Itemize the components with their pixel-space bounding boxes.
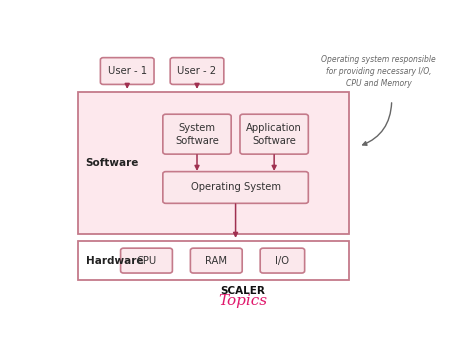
Text: Software: Software xyxy=(86,158,139,168)
Text: SCALER: SCALER xyxy=(220,285,265,295)
Bar xyxy=(78,92,349,234)
Text: CPU: CPU xyxy=(137,256,156,266)
FancyBboxPatch shape xyxy=(120,248,173,273)
Text: RAM: RAM xyxy=(205,256,228,266)
FancyBboxPatch shape xyxy=(240,114,308,154)
FancyBboxPatch shape xyxy=(260,248,305,273)
FancyBboxPatch shape xyxy=(100,58,154,84)
Text: Hardware: Hardware xyxy=(86,256,143,266)
Text: System
Software: System Software xyxy=(175,122,219,146)
Text: User - 2: User - 2 xyxy=(177,66,217,76)
Text: Operating system responsible
for providing necessary I/O,
CPU and Memory: Operating system responsible for providi… xyxy=(321,55,436,87)
Text: User - 1: User - 1 xyxy=(108,66,147,76)
FancyBboxPatch shape xyxy=(191,248,242,273)
FancyBboxPatch shape xyxy=(163,171,308,203)
Text: Topics: Topics xyxy=(219,294,267,308)
Text: I/O: I/O xyxy=(275,256,290,266)
Bar xyxy=(78,241,349,280)
Text: Application
Software: Application Software xyxy=(246,122,302,146)
FancyBboxPatch shape xyxy=(163,114,231,154)
Text: Operating System: Operating System xyxy=(191,182,281,192)
FancyArrowPatch shape xyxy=(363,103,392,145)
FancyBboxPatch shape xyxy=(170,58,224,84)
